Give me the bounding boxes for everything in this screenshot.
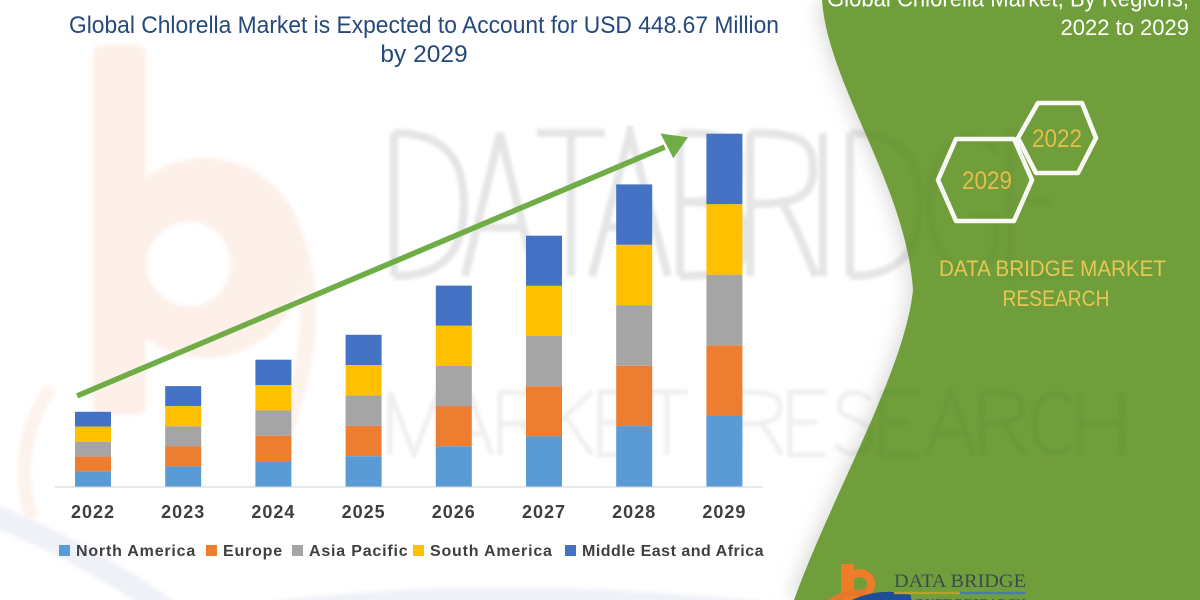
- svg-text:MARKET RESEARCH: MARKET RESEARCH: [894, 597, 1026, 600]
- svg-text:2029: 2029: [702, 502, 746, 522]
- svg-text:by 2029: by 2029: [380, 41, 467, 68]
- svg-text:2025: 2025: [342, 502, 386, 522]
- svg-text:2028: 2028: [612, 502, 656, 522]
- svg-text:2022: 2022: [1032, 125, 1082, 153]
- svg-text:North America: North America: [76, 543, 196, 560]
- svg-text:2024: 2024: [251, 502, 295, 522]
- svg-text:Global Chlorella Market is Exp: Global Chlorella Market is Expected to A…: [69, 12, 779, 39]
- svg-text:DATA BRIDGE MARKET: DATA BRIDGE MARKET: [939, 256, 1166, 281]
- svg-text:2023: 2023: [161, 502, 205, 522]
- svg-text:2022 to 2029: 2022 to 2029: [1061, 15, 1189, 40]
- svg-text:2027: 2027: [522, 502, 566, 522]
- svg-text:DATA BRIDGE: DATA BRIDGE: [894, 571, 1026, 592]
- svg-text:Global Chlorella Market, By Re: Global Chlorella Market, By Regions,: [827, 0, 1189, 13]
- svg-text:Asia Pacific: Asia Pacific: [309, 543, 408, 560]
- svg-text:RESEARCH: RESEARCH: [1003, 286, 1110, 311]
- svg-text:Middle East and Africa: Middle East and Africa: [582, 543, 764, 560]
- svg-text:2029: 2029: [962, 167, 1012, 195]
- svg-text:Europe: Europe: [223, 543, 283, 560]
- svg-text:2026: 2026: [432, 502, 476, 522]
- svg-text:2022: 2022: [71, 502, 115, 522]
- svg-text:South America: South America: [430, 543, 553, 560]
